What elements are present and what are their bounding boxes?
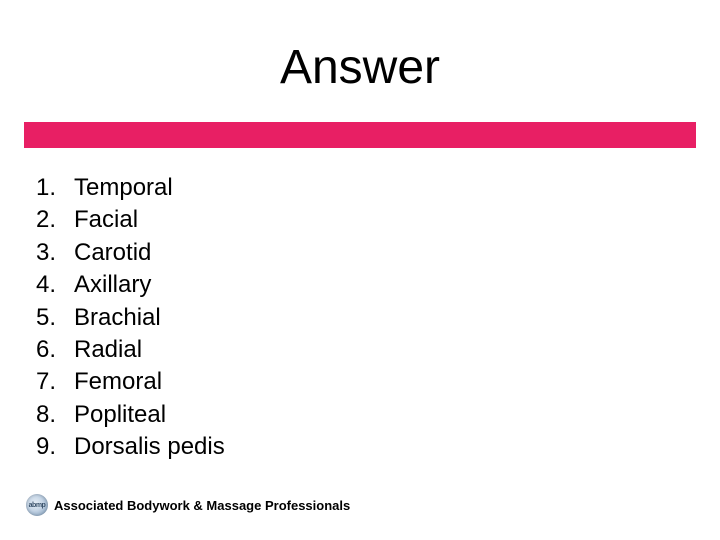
list-item: 5. Brachial [36,302,225,334]
list-number: 3. [36,237,74,269]
list-label: Carotid [74,237,151,269]
list-label: Temporal [74,172,173,204]
list-number: 4. [36,269,74,301]
list-item: 6. Radial [36,334,225,366]
list-item: 1. Temporal [36,172,225,204]
abmp-logo-icon: abmp [26,494,48,516]
list-item: 7. Femoral [36,366,225,398]
list-label: Dorsalis pedis [74,431,225,463]
footer: abmp Associated Bodywork & Massage Profe… [26,494,350,516]
list-label: Femoral [74,366,162,398]
list-item: 3. Carotid [36,237,225,269]
list-number: 8. [36,399,74,431]
slide-title: Answer [0,40,720,95]
list-number: 2. [36,204,74,236]
list-number: 7. [36,366,74,398]
list-item: 8. Popliteal [36,399,225,431]
list-number: 6. [36,334,74,366]
list-label: Popliteal [74,399,166,431]
title-divider-bar [24,122,696,148]
logo-text: abmp [29,502,46,509]
list-label: Brachial [74,302,161,334]
list-item: 9. Dorsalis pedis [36,431,225,463]
list-item: 4. Axillary [36,269,225,301]
list-item: 2. Facial [36,204,225,236]
slide: Answer 1. Temporal 2. Facial 3. Carotid … [0,0,720,540]
list-label: Radial [74,334,142,366]
footer-text: Associated Bodywork & Massage Profession… [54,498,350,513]
list-number: 9. [36,431,74,463]
list-number: 5. [36,302,74,334]
answer-list: 1. Temporal 2. Facial 3. Carotid 4. Axil… [36,172,225,464]
list-number: 1. [36,172,74,204]
list-label: Axillary [74,269,151,301]
list-label: Facial [74,204,138,236]
